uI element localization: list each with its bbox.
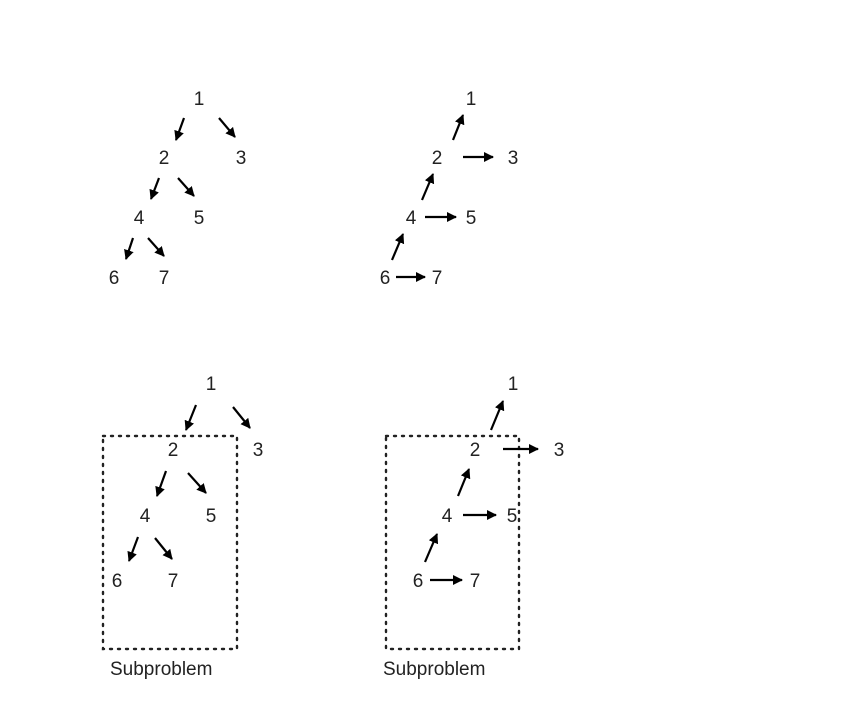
arrow-1-to-2 <box>174 117 186 141</box>
arrow-4-to-7 <box>147 237 165 257</box>
node-5: 5 <box>206 506 217 527</box>
node-3: 3 <box>236 148 247 169</box>
node-1: 1 <box>194 89 205 110</box>
arrow-2-to-5 <box>177 177 195 197</box>
arrow-4-to-2 <box>456 468 471 497</box>
subproblem-box <box>101 434 239 651</box>
node-1: 1 <box>466 89 477 110</box>
arrow-2-to-1 <box>451 114 465 141</box>
node-3: 3 <box>554 440 565 461</box>
node-5: 5 <box>507 506 518 527</box>
arrow-4-to-6 <box>127 536 140 562</box>
panel-bottom-left: Subproblem 1 2 3 4 5 6 7 <box>101 374 264 680</box>
subproblem-caption: Subproblem <box>110 659 212 680</box>
node-1: 1 <box>508 374 519 395</box>
subproblem-box <box>384 434 521 651</box>
node-5: 5 <box>466 208 477 229</box>
node-7: 7 <box>432 268 443 289</box>
node-2: 2 <box>470 440 481 461</box>
node-6: 6 <box>413 571 424 592</box>
arrow-1-to-3 <box>218 117 236 138</box>
node-5: 5 <box>194 208 205 229</box>
node-3: 3 <box>253 440 264 461</box>
arrow-6-to-4 <box>423 533 439 563</box>
node-6: 6 <box>380 268 391 289</box>
node-4: 4 <box>140 506 151 527</box>
node-3: 3 <box>508 148 519 169</box>
arrow-2-to-1 <box>489 400 505 431</box>
node-2: 2 <box>159 148 170 169</box>
panel-top-left: 1 2 3 4 5 6 7 <box>109 89 247 289</box>
arrow-2-to-4 <box>155 470 168 497</box>
node-6: 6 <box>112 571 123 592</box>
node-1: 1 <box>206 374 217 395</box>
arrow-2-to-5 <box>187 472 207 494</box>
node-2: 2 <box>168 440 179 461</box>
node-2: 2 <box>432 148 443 169</box>
node-4: 4 <box>134 208 145 229</box>
arrow-1-to-3 <box>232 406 251 429</box>
arrow-4-to-7 <box>154 537 173 560</box>
arrow-1-to-2 <box>184 404 198 431</box>
node-7: 7 <box>470 571 481 592</box>
panel-bottom-right: Subproblem 1 2 3 4 5 6 7 <box>383 374 564 680</box>
arrow-4-to-6 <box>124 237 135 260</box>
node-7: 7 <box>168 571 179 592</box>
arrow-6-to-4 <box>390 233 405 261</box>
node-6: 6 <box>109 268 120 289</box>
panel-top-right: 1 2 3 4 5 6 7 <box>380 89 519 289</box>
node-4: 4 <box>442 506 453 527</box>
arrow-2-to-4 <box>149 177 161 200</box>
node-4: 4 <box>406 208 417 229</box>
arrow-4-to-2 <box>420 173 435 201</box>
subproblem-caption: Subproblem <box>383 659 485 680</box>
node-7: 7 <box>159 268 170 289</box>
